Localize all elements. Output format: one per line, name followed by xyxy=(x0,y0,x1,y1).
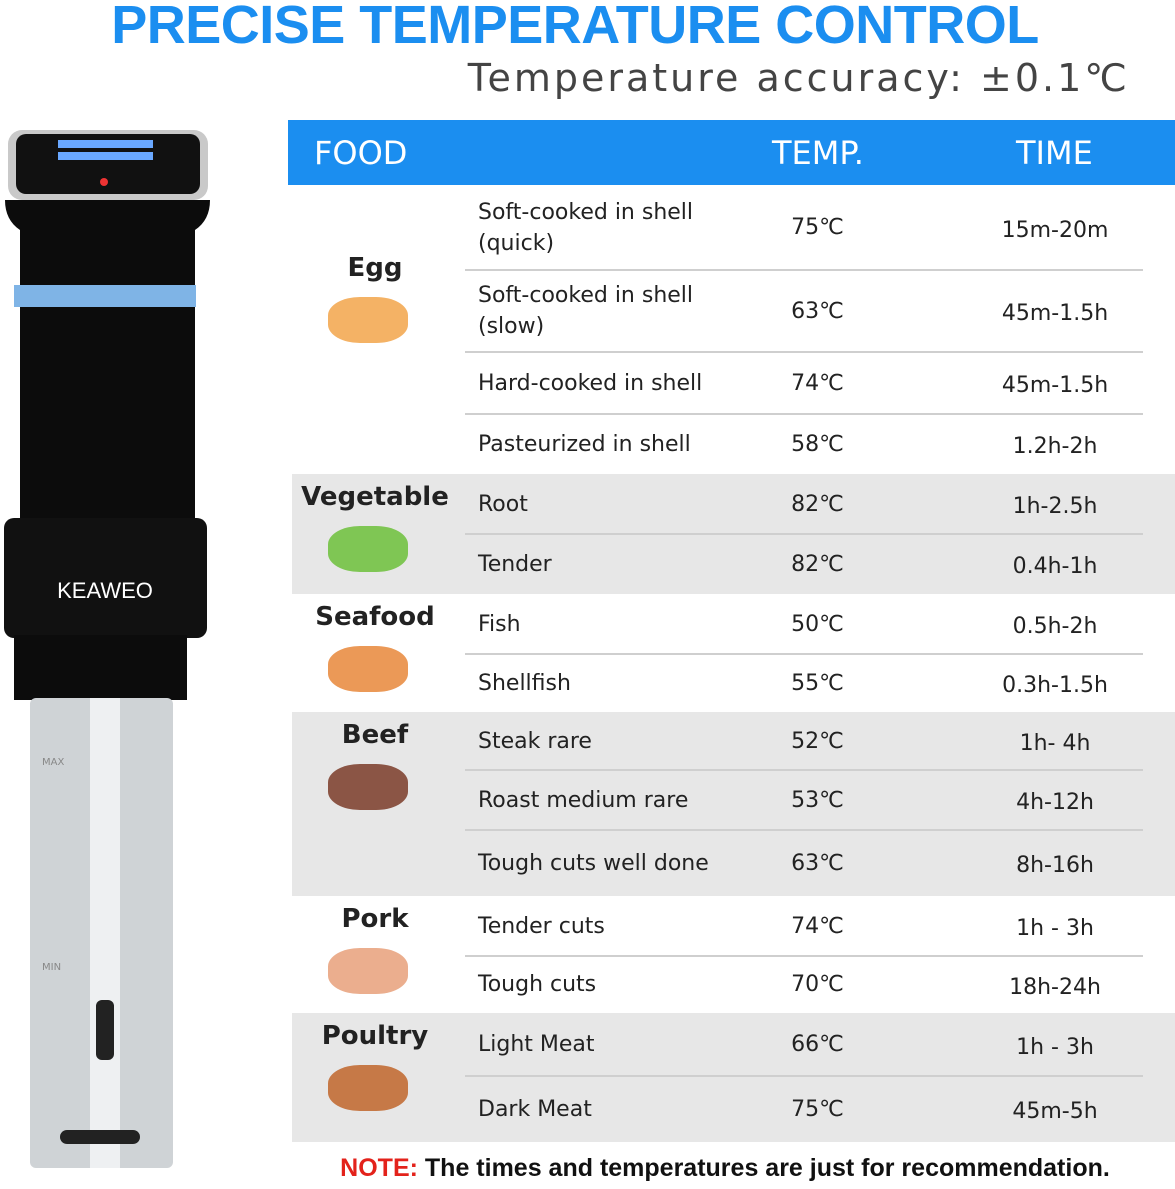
time-cell: 4h-12h xyxy=(1016,790,1094,815)
group-name: Poultry xyxy=(321,1021,429,1051)
food-cell: Soft-cooked in shell (slow) xyxy=(478,283,694,339)
temp-cell: 66℃ xyxy=(791,1032,844,1057)
subtitle: Temperature accuracy: ±0.1℃ xyxy=(467,56,1130,100)
group-name: Pork xyxy=(341,904,409,934)
temp-cell: 75℃ xyxy=(791,1096,844,1122)
brand: KEAWEO xyxy=(57,578,153,603)
time-cell: 1h - 3h xyxy=(1016,1034,1094,1060)
clamp xyxy=(4,518,207,638)
collar xyxy=(14,635,187,700)
temp-cell: 63℃ xyxy=(791,298,844,324)
food-cell: Shellfish xyxy=(478,670,571,696)
row-separator xyxy=(465,413,1143,415)
food-cell: Steak rare xyxy=(478,728,592,754)
food-cell: Tough cuts well done xyxy=(478,850,709,876)
tube-shine xyxy=(90,698,120,1168)
slot xyxy=(96,1000,114,1060)
slot xyxy=(60,1130,140,1144)
min-label: MIN xyxy=(42,962,61,973)
temp-cell: 63℃ xyxy=(791,850,844,876)
temp-cell: 82℃ xyxy=(791,491,844,517)
display xyxy=(16,134,200,194)
body xyxy=(5,200,210,520)
time-cell: 0.3h-1.5h xyxy=(1002,673,1108,698)
band xyxy=(14,285,196,307)
food-icon xyxy=(328,646,408,692)
table-header: FOOD TEMP. TIME xyxy=(288,120,1175,185)
group-name: Egg xyxy=(347,253,403,283)
temp-cell: 52℃ xyxy=(791,728,844,754)
row-separator xyxy=(465,769,1143,771)
temp-cell: 58℃ xyxy=(791,431,844,457)
food-cell: Soft-cooked in shell (quick) xyxy=(478,199,694,256)
row-separator xyxy=(465,351,1143,353)
food-icon xyxy=(328,526,408,572)
note-label: NOTE: xyxy=(340,1154,418,1182)
column-header: TEMP. xyxy=(772,134,864,172)
row-separator xyxy=(465,1075,1143,1077)
time-cell: 18h-24h xyxy=(1009,974,1101,1000)
time-cell: 8h-16h xyxy=(1016,853,1094,878)
group-background xyxy=(292,1013,1175,1142)
row-separator xyxy=(465,955,1143,957)
temp-cell: 70℃ xyxy=(791,972,844,997)
temp-cell: 55℃ xyxy=(791,670,844,696)
time-cell: 1.2h-2h xyxy=(1012,434,1098,459)
time-cell: 0.5h-2h xyxy=(1012,614,1098,639)
column-header: FOOD xyxy=(314,134,408,172)
digits xyxy=(58,152,153,160)
group-name: Beef xyxy=(341,720,409,750)
time-cell: 1h-2.5h xyxy=(1012,494,1098,519)
time-cell: 45m-1.5h xyxy=(1001,373,1109,398)
food-cell: Dark Meat xyxy=(478,1096,592,1122)
group-name: Vegetable xyxy=(301,482,449,512)
food-cell: Light Meat xyxy=(478,1032,595,1057)
food-cell: Fish xyxy=(478,611,521,637)
food-cell: Tender xyxy=(478,551,552,577)
time-cell: 0.4h-1h xyxy=(1012,554,1098,579)
group-name: Seafood xyxy=(315,602,435,632)
temp-cell: 53℃ xyxy=(791,787,844,813)
temp-cell: 74℃ xyxy=(791,913,844,939)
column-header: TIME xyxy=(1016,134,1093,172)
food-cell: Tender cuts xyxy=(478,913,605,939)
time-cell: 45m-1.5h xyxy=(1001,301,1109,326)
group-background xyxy=(292,712,1175,896)
time-cell: 1h - 3h xyxy=(1016,916,1094,941)
time-cell: 45m-5h xyxy=(1012,1099,1098,1124)
row-separator xyxy=(465,829,1143,831)
device: KEAWEO MAX MIN xyxy=(4,130,210,1168)
temp-cell: 82℃ xyxy=(791,551,844,577)
note: NOTE: The times and temperatures are jus… xyxy=(0,1154,1175,1183)
temp-cell: 50℃ xyxy=(791,611,844,637)
row-separator xyxy=(465,653,1143,655)
row-separator xyxy=(465,533,1143,535)
food-cell: Roast medium rare xyxy=(478,787,689,813)
temp-cell: 74℃ xyxy=(791,370,844,396)
food-cell: Hard-cooked in shell xyxy=(478,370,703,396)
food-cell: Tough cuts xyxy=(478,972,597,997)
digits xyxy=(58,140,153,148)
food-icon xyxy=(328,948,408,994)
time-cell: 1h- 4h xyxy=(1019,731,1091,756)
time-cell: 15m-20m xyxy=(1001,217,1109,243)
max-label: MAX xyxy=(42,757,64,768)
food-cell: Pasteurized in shell xyxy=(478,431,691,457)
row-separator xyxy=(465,269,1143,271)
food-cell: Root xyxy=(478,491,528,517)
power xyxy=(100,178,108,186)
temp-cell: 75℃ xyxy=(791,215,844,240)
food-icon xyxy=(328,1065,408,1111)
note-text: The times and temperatures are just for … xyxy=(424,1154,1110,1182)
title: PRECISE TEMPERATURE CONTROL xyxy=(111,0,1039,55)
food-icon xyxy=(328,764,408,810)
food-icon xyxy=(328,297,408,343)
